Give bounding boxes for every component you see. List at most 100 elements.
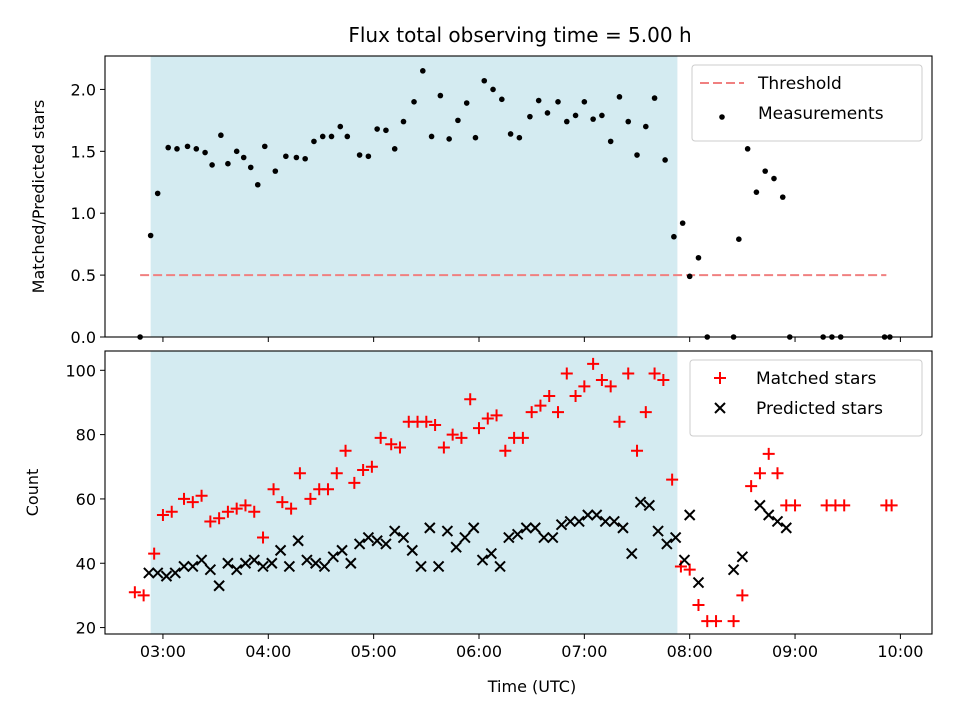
data-point [476, 554, 489, 566]
chart-title: Flux total observing time = 5.00 h [348, 23, 691, 47]
legend-swatch [714, 402, 726, 414]
data-point [789, 499, 802, 512]
data-point [302, 155, 308, 162]
data-point [459, 531, 471, 544]
data-point [267, 483, 280, 496]
data-point [257, 531, 270, 544]
data-point [572, 112, 579, 119]
data-point [137, 589, 150, 602]
data-point [165, 505, 178, 518]
data-point [671, 233, 677, 240]
legend-label: Predicted stars [756, 399, 883, 419]
legend: Matched stars Predicted stars [689, 359, 923, 437]
data-point [472, 134, 479, 141]
data-point [195, 554, 208, 566]
data-point [762, 168, 768, 174]
data-point [692, 576, 705, 589]
data-point [547, 531, 559, 544]
data-point [678, 554, 691, 566]
data-point [178, 560, 190, 573]
data-point [371, 535, 383, 547]
data-point [365, 153, 372, 160]
data-point [736, 589, 749, 602]
y-tick-label: 1.5 [71, 142, 96, 161]
flux-ratio-panel: 0.0 0.5 1.0 1.5 2.0 Matched/Predicted stars Th… [29, 55, 933, 347]
data-point [683, 563, 696, 576]
data-point [617, 522, 629, 534]
data-point [679, 220, 686, 226]
legend-swatch [714, 372, 726, 384]
legend-swatch [719, 114, 725, 120]
data-point [481, 412, 494, 425]
data-point [552, 406, 565, 419]
data-point [625, 118, 632, 125]
series-measurements [137, 68, 893, 340]
data-point [328, 133, 335, 140]
data-point [464, 393, 477, 406]
x-axis-label: Time (UTC) [487, 677, 576, 696]
data-point [272, 168, 279, 174]
data-point [222, 557, 234, 569]
data-point [178, 492, 191, 505]
data-point [643, 499, 656, 512]
data-point [400, 118, 407, 125]
series-predicted-stars [143, 496, 792, 592]
legend-box [691, 64, 923, 142]
data-point [616, 94, 623, 100]
data-point [415, 560, 427, 573]
data-point [383, 127, 389, 134]
data-point [319, 133, 326, 140]
data-point [662, 157, 668, 163]
data-point [582, 509, 594, 521]
data-point [762, 447, 775, 460]
data-point [472, 422, 485, 435]
data-point [261, 143, 268, 150]
data-point [274, 544, 287, 557]
y-axis-label: Count [23, 469, 42, 517]
data-point [634, 152, 640, 158]
data-point [339, 444, 352, 457]
data-point [154, 190, 161, 197]
data-point [151, 567, 164, 579]
data-point [651, 95, 658, 101]
data-point [321, 483, 334, 496]
data-point [385, 438, 398, 451]
data-point [683, 509, 696, 521]
legend-label: Threshold [757, 74, 842, 94]
data-point [695, 254, 702, 261]
axes-frame [104, 55, 933, 338]
data-point [516, 431, 529, 444]
data-point [184, 143, 191, 150]
data-point [446, 428, 459, 441]
observing-window-span [150, 56, 678, 337]
data-point [727, 615, 740, 628]
x-tick-label: 06:00 [456, 642, 502, 661]
y-tick-label: 80 [76, 426, 96, 445]
data-point [511, 528, 524, 541]
data-point [380, 538, 392, 550]
data-point [494, 560, 506, 573]
axes-frame [104, 350, 933, 635]
data-point [463, 100, 470, 106]
data-point [374, 431, 387, 444]
y-tick-label: 60 [76, 490, 96, 509]
data-point [481, 77, 488, 84]
data-point [429, 418, 442, 431]
observing-window-span [150, 351, 678, 634]
star-count-panel: 03:00 04:00 05:00 06:00 07:00 08:00 09:00 10:00… [23, 350, 933, 661]
data-point [330, 467, 343, 480]
data-point [771, 175, 777, 182]
data-point [507, 131, 514, 137]
data-point [374, 126, 380, 132]
data-point [780, 522, 792, 534]
data-point [186, 496, 199, 509]
data-point [240, 154, 247, 161]
data-point [148, 547, 161, 560]
data-point [247, 164, 254, 171]
data-point [193, 146, 200, 152]
data-point [420, 415, 433, 428]
data-point [535, 97, 542, 104]
data-point [248, 505, 261, 518]
data-point [520, 522, 533, 534]
data-point [599, 515, 612, 528]
